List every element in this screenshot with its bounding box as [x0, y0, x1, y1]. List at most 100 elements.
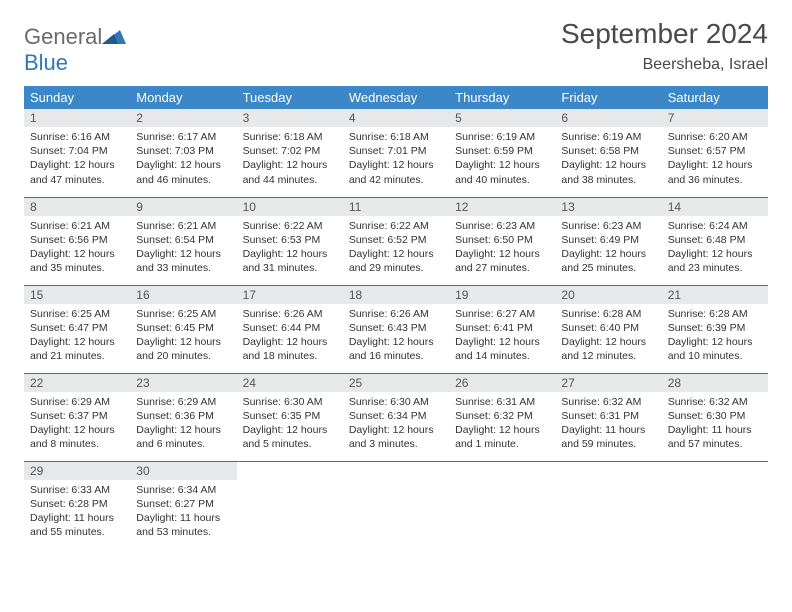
day-header: Wednesday: [343, 86, 449, 109]
day-header: Thursday: [449, 86, 555, 109]
calendar-cell: [237, 461, 343, 549]
day-number: 17: [237, 286, 343, 304]
calendar-cell: 19Sunrise: 6:27 AMSunset: 6:41 PMDayligh…: [449, 285, 555, 373]
day-number: 30: [130, 462, 236, 480]
calendar-cell: 21Sunrise: 6:28 AMSunset: 6:39 PMDayligh…: [662, 285, 768, 373]
day-details: Sunrise: 6:31 AMSunset: 6:32 PMDaylight:…: [449, 392, 555, 456]
day-details: Sunrise: 6:26 AMSunset: 6:43 PMDaylight:…: [343, 304, 449, 368]
day-details: Sunrise: 6:19 AMSunset: 6:59 PMDaylight:…: [449, 127, 555, 191]
day-number: 27: [555, 374, 661, 392]
day-number: 21: [662, 286, 768, 304]
day-number: 13: [555, 198, 661, 216]
day-header: Saturday: [662, 86, 768, 109]
day-number: 24: [237, 374, 343, 392]
calendar-row: 1Sunrise: 6:16 AMSunset: 7:04 PMDaylight…: [24, 109, 768, 197]
day-number: 3: [237, 109, 343, 127]
day-details: Sunrise: 6:23 AMSunset: 6:50 PMDaylight:…: [449, 216, 555, 280]
day-details: Sunrise: 6:18 AMSunset: 7:02 PMDaylight:…: [237, 127, 343, 191]
day-number: 28: [662, 374, 768, 392]
brand-text: GeneralBlue: [24, 24, 126, 76]
day-details: Sunrise: 6:33 AMSunset: 6:28 PMDaylight:…: [24, 480, 130, 544]
title-block: September 2024 Beersheba, Israel: [561, 18, 768, 74]
day-number: 12: [449, 198, 555, 216]
day-details: Sunrise: 6:25 AMSunset: 6:45 PMDaylight:…: [130, 304, 236, 368]
calendar-cell: 8Sunrise: 6:21 AMSunset: 6:56 PMDaylight…: [24, 197, 130, 285]
calendar-row: 8Sunrise: 6:21 AMSunset: 6:56 PMDaylight…: [24, 197, 768, 285]
day-header-row: Sunday Monday Tuesday Wednesday Thursday…: [24, 86, 768, 109]
day-number: 23: [130, 374, 236, 392]
calendar-cell: 30Sunrise: 6:34 AMSunset: 6:27 PMDayligh…: [130, 461, 236, 549]
day-details: Sunrise: 6:20 AMSunset: 6:57 PMDaylight:…: [662, 127, 768, 191]
calendar-cell: 20Sunrise: 6:28 AMSunset: 6:40 PMDayligh…: [555, 285, 661, 373]
day-details: Sunrise: 6:26 AMSunset: 6:44 PMDaylight:…: [237, 304, 343, 368]
day-details: Sunrise: 6:27 AMSunset: 6:41 PMDaylight:…: [449, 304, 555, 368]
month-title: September 2024: [561, 18, 768, 50]
day-number: 16: [130, 286, 236, 304]
day-number: 19: [449, 286, 555, 304]
day-number: 18: [343, 286, 449, 304]
calendar-table: Sunday Monday Tuesday Wednesday Thursday…: [24, 86, 768, 549]
calendar-cell: [555, 461, 661, 549]
calendar-cell: 10Sunrise: 6:22 AMSunset: 6:53 PMDayligh…: [237, 197, 343, 285]
calendar-cell: 11Sunrise: 6:22 AMSunset: 6:52 PMDayligh…: [343, 197, 449, 285]
day-details: Sunrise: 6:25 AMSunset: 6:47 PMDaylight:…: [24, 304, 130, 368]
day-number: 15: [24, 286, 130, 304]
day-details: Sunrise: 6:22 AMSunset: 6:53 PMDaylight:…: [237, 216, 343, 280]
location-label: Beersheba, Israel: [561, 56, 768, 74]
brand-logo: GeneralBlue: [24, 24, 126, 76]
calendar-cell: 14Sunrise: 6:24 AMSunset: 6:48 PMDayligh…: [662, 197, 768, 285]
calendar-cell: 18Sunrise: 6:26 AMSunset: 6:43 PMDayligh…: [343, 285, 449, 373]
day-details: Sunrise: 6:17 AMSunset: 7:03 PMDaylight:…: [130, 127, 236, 191]
day-number: 1: [24, 109, 130, 127]
day-details: Sunrise: 6:18 AMSunset: 7:01 PMDaylight:…: [343, 127, 449, 191]
brand-part1: General: [24, 24, 102, 49]
day-number: 5: [449, 109, 555, 127]
day-details: Sunrise: 6:34 AMSunset: 6:27 PMDaylight:…: [130, 480, 236, 544]
calendar-cell: 1Sunrise: 6:16 AMSunset: 7:04 PMDaylight…: [24, 109, 130, 197]
calendar-cell: 26Sunrise: 6:31 AMSunset: 6:32 PMDayligh…: [449, 373, 555, 461]
calendar-cell: 16Sunrise: 6:25 AMSunset: 6:45 PMDayligh…: [130, 285, 236, 373]
calendar-cell: 15Sunrise: 6:25 AMSunset: 6:47 PMDayligh…: [24, 285, 130, 373]
day-number: 22: [24, 374, 130, 392]
day-header: Monday: [130, 86, 236, 109]
day-details: Sunrise: 6:32 AMSunset: 6:30 PMDaylight:…: [662, 392, 768, 456]
day-details: Sunrise: 6:23 AMSunset: 6:49 PMDaylight:…: [555, 216, 661, 280]
day-details: Sunrise: 6:30 AMSunset: 6:35 PMDaylight:…: [237, 392, 343, 456]
day-details: Sunrise: 6:29 AMSunset: 6:37 PMDaylight:…: [24, 392, 130, 456]
calendar-cell: 12Sunrise: 6:23 AMSunset: 6:50 PMDayligh…: [449, 197, 555, 285]
day-number: 10: [237, 198, 343, 216]
calendar-row: 15Sunrise: 6:25 AMSunset: 6:47 PMDayligh…: [24, 285, 768, 373]
header: GeneralBlue September 2024 Beersheba, Is…: [24, 18, 768, 76]
day-header: Tuesday: [237, 86, 343, 109]
day-header: Sunday: [24, 86, 130, 109]
day-number: 7: [662, 109, 768, 127]
day-number: 25: [343, 374, 449, 392]
calendar-cell: 22Sunrise: 6:29 AMSunset: 6:37 PMDayligh…: [24, 373, 130, 461]
calendar-cell: 5Sunrise: 6:19 AMSunset: 6:59 PMDaylight…: [449, 109, 555, 197]
day-number: 2: [130, 109, 236, 127]
day-details: Sunrise: 6:19 AMSunset: 6:58 PMDaylight:…: [555, 127, 661, 191]
calendar-cell: [449, 461, 555, 549]
calendar-cell: 29Sunrise: 6:33 AMSunset: 6:28 PMDayligh…: [24, 461, 130, 549]
calendar-cell: 24Sunrise: 6:30 AMSunset: 6:35 PMDayligh…: [237, 373, 343, 461]
calendar-cell: 28Sunrise: 6:32 AMSunset: 6:30 PMDayligh…: [662, 373, 768, 461]
brand-part2: Blue: [24, 50, 68, 75]
calendar-cell: 4Sunrise: 6:18 AMSunset: 7:01 PMDaylight…: [343, 109, 449, 197]
day-details: Sunrise: 6:32 AMSunset: 6:31 PMDaylight:…: [555, 392, 661, 456]
day-number: 8: [24, 198, 130, 216]
day-number: 11: [343, 198, 449, 216]
calendar-cell: 17Sunrise: 6:26 AMSunset: 6:44 PMDayligh…: [237, 285, 343, 373]
day-details: Sunrise: 6:28 AMSunset: 6:39 PMDaylight:…: [662, 304, 768, 368]
day-details: Sunrise: 6:22 AMSunset: 6:52 PMDaylight:…: [343, 216, 449, 280]
day-details: Sunrise: 6:30 AMSunset: 6:34 PMDaylight:…: [343, 392, 449, 456]
day-number: 14: [662, 198, 768, 216]
calendar-cell: 7Sunrise: 6:20 AMSunset: 6:57 PMDaylight…: [662, 109, 768, 197]
calendar-row: 29Sunrise: 6:33 AMSunset: 6:28 PMDayligh…: [24, 461, 768, 549]
day-number: 4: [343, 109, 449, 127]
day-details: Sunrise: 6:29 AMSunset: 6:36 PMDaylight:…: [130, 392, 236, 456]
calendar-cell: 3Sunrise: 6:18 AMSunset: 7:02 PMDaylight…: [237, 109, 343, 197]
day-details: Sunrise: 6:21 AMSunset: 6:56 PMDaylight:…: [24, 216, 130, 280]
day-details: Sunrise: 6:24 AMSunset: 6:48 PMDaylight:…: [662, 216, 768, 280]
brand-triangle-icon: [102, 24, 126, 50]
calendar-cell: 9Sunrise: 6:21 AMSunset: 6:54 PMDaylight…: [130, 197, 236, 285]
